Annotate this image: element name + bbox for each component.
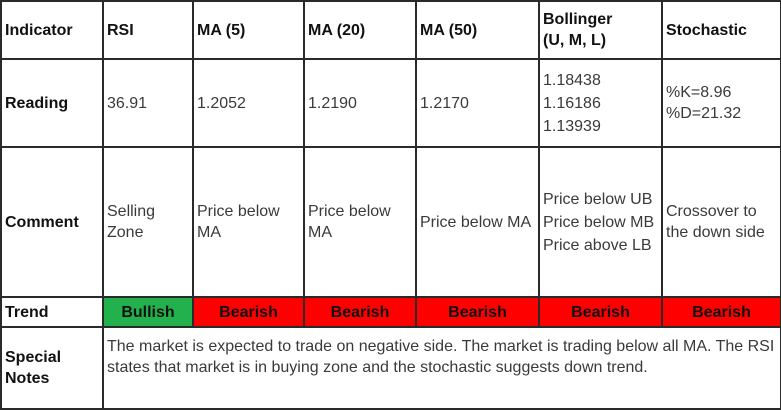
reading-label: Reading [0, 58, 104, 148]
comment-ma5: Price below MA [192, 146, 305, 298]
header-indicator: Indicator [0, 0, 104, 60]
reading-ma5: 1.2052 [192, 58, 305, 148]
trend-stochastic: Bearish [661, 296, 781, 328]
bollinger-middle: 1.16186 [543, 94, 601, 112]
comment-row: Comment Selling Zone Price below MA Pric… [0, 146, 781, 298]
header-ma50: MA (50) [415, 0, 540, 60]
notes-label: Special Notes [0, 326, 104, 410]
trend-ma50: Bearish [415, 296, 540, 328]
comment-ma50: Price below MA [415, 146, 540, 298]
bollinger-title: Bollinger [543, 11, 613, 28]
reading-stochastic: %K=8.96 %D=21.32 [661, 58, 781, 148]
bollinger-comment-lb: Price above LB [543, 236, 652, 254]
notes-text: The market is expected to trade on negat… [102, 326, 781, 410]
trend-row: Trend Bullish Bearish Bearish Bearish Be… [0, 296, 781, 328]
bollinger-lower: 1.13939 [543, 117, 601, 135]
trend-label: Trend [0, 296, 104, 328]
header-stochastic: Stochastic [661, 0, 781, 60]
trend-ma5: Bearish [192, 296, 305, 328]
stochastic-k: %K=8.96 [666, 84, 732, 101]
header-rsi: RSI [102, 0, 194, 60]
comment-bollinger: Price below UB Price below MB Price abov… [538, 146, 663, 298]
reading-ma50: 1.2170 [415, 58, 540, 148]
stochastic-d: %D=21.32 [666, 105, 742, 122]
header-ma5: MA (5) [192, 0, 305, 60]
comment-label: Comment [0, 146, 104, 298]
header-ma20: MA (20) [303, 0, 417, 60]
notes-row: Special Notes The market is expected to … [0, 326, 781, 410]
bollinger-comment-mb: Price below MB [543, 213, 655, 231]
bollinger-upper: 1.18438 [543, 71, 601, 89]
comment-stochastic: Crossover to the down side [661, 146, 781, 298]
reading-rsi: 36.91 [102, 58, 194, 148]
reading-ma20: 1.2190 [303, 58, 417, 148]
reading-row: Reading 36.91 1.2052 1.2190 1.2170 1.184… [0, 58, 781, 148]
trend-bollinger: Bearish [538, 296, 663, 328]
reading-bollinger: 1.18438 1.16186 1.13939 [538, 58, 663, 148]
bollinger-subtitle: (U, M, L) [543, 32, 607, 49]
comment-rsi: Selling Zone [102, 146, 194, 298]
trend-ma20: Bearish [303, 296, 417, 328]
bollinger-comment-ub: Price below UB [543, 190, 653, 208]
comment-ma20: Price below MA [303, 146, 417, 298]
header-row: Indicator RSI MA (5) MA (20) MA (50) Bol… [0, 0, 781, 60]
header-bollinger: Bollinger (U, M, L) [538, 0, 663, 60]
trend-rsi: Bullish [102, 296, 194, 328]
